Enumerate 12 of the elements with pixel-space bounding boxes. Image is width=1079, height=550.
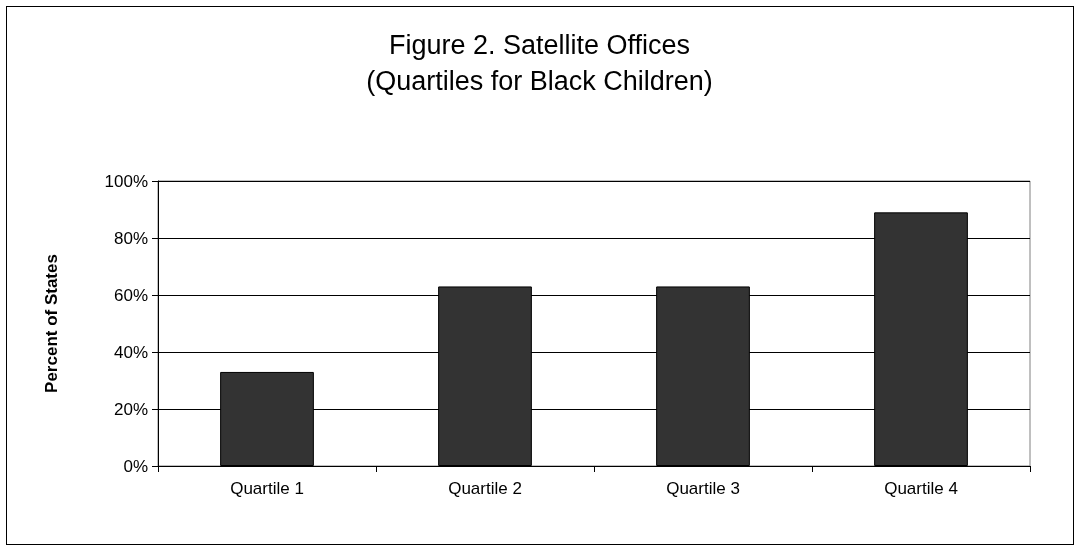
y-tick-label: 40%	[113, 342, 148, 362]
y-tick-label: 0%	[123, 456, 148, 476]
y-axis-title: Percent of States	[42, 254, 61, 393]
x-tick-label: Quartile 3	[666, 479, 740, 498]
y-tick-label: 20%	[113, 399, 148, 419]
y-tick-label: 60%	[113, 285, 148, 305]
x-tick-label: Quartile 1	[230, 479, 304, 498]
x-tick-label: Quartile 4	[884, 479, 958, 498]
chart-title: Figure 2. Satellite Offices (Quartiles for Black Children)	[366, 30, 713, 96]
y-tick-label: 100%	[104, 171, 148, 191]
y-tick-label: 80%	[113, 228, 148, 248]
x-tick-label: Quartile 2	[448, 479, 522, 498]
